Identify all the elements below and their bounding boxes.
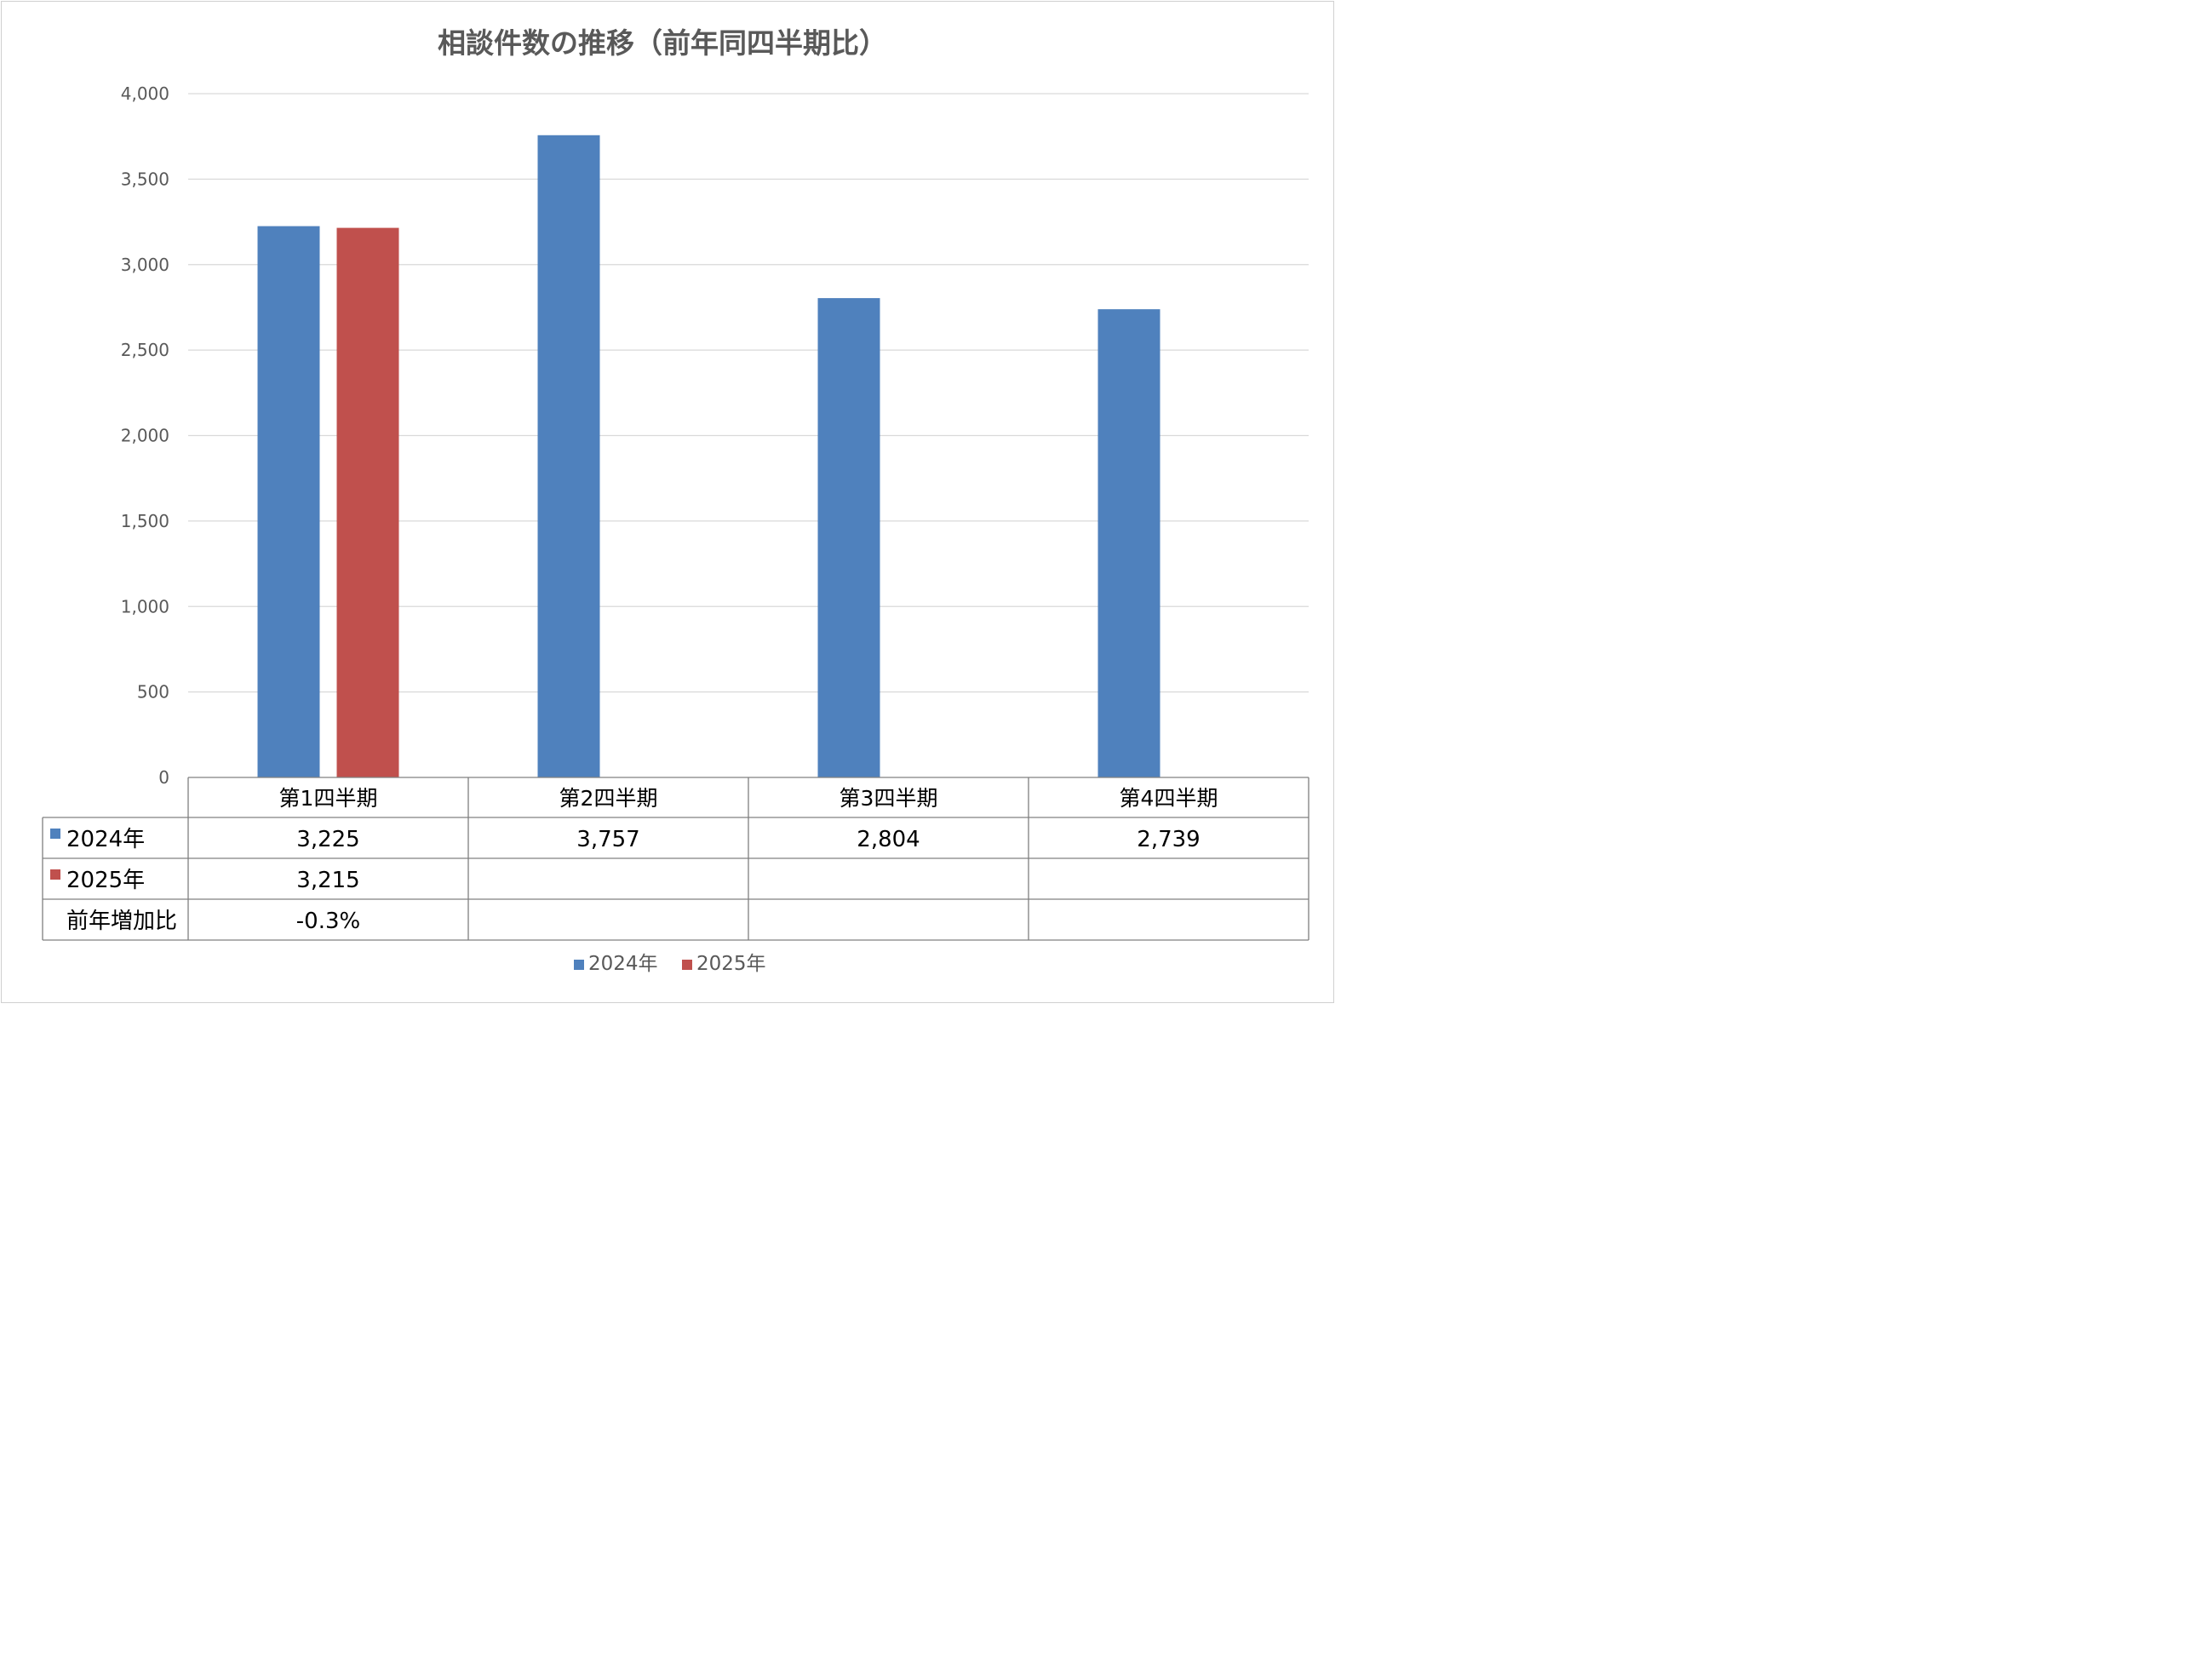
- y-tick-label: 3,500: [121, 169, 169, 189]
- table-cell: 2,739: [1137, 827, 1200, 852]
- bar: [1097, 309, 1160, 777]
- table-cell: -0.3%: [296, 909, 360, 934]
- category-label: 第3四半期: [840, 786, 938, 811]
- category-label: 第1四半期: [279, 786, 378, 811]
- y-tick-label: 4,000: [121, 83, 169, 104]
- legend-label: 2025年: [696, 953, 766, 975]
- table-cell: 3,757: [576, 827, 639, 852]
- y-tick-label: 1,500: [121, 511, 169, 531]
- chart-title: 相談件数の推移（前年同四半期比）: [438, 26, 887, 60]
- table-cell: 2,804: [857, 827, 920, 852]
- y-tick-label: 0: [158, 767, 169, 788]
- chart: 相談件数の推移（前年同四半期比） 0 500 1,000 1,500 2,000 2,50…: [42, 26, 1309, 975]
- legend-label: 2024年: [588, 953, 658, 975]
- y-tick-label: 3,000: [121, 255, 169, 275]
- bars: [257, 135, 1160, 778]
- bar: [817, 298, 880, 777]
- table-cell: 3,215: [296, 868, 359, 893]
- y-tick-label: 2,000: [121, 426, 169, 446]
- y-tick-label: 1,000: [121, 596, 169, 616]
- row-label: 2024年: [66, 827, 145, 852]
- table-cell: 3,225: [296, 827, 359, 852]
- bar: [537, 135, 600, 778]
- row-legend-key: [50, 829, 60, 839]
- y-tick-label: 500: [137, 682, 169, 702]
- bar: [336, 227, 399, 777]
- legend: 2024年 2025年: [574, 953, 766, 975]
- row-label: 2025年: [66, 868, 145, 893]
- row-label: 前年増加比: [66, 909, 177, 934]
- data-table: 第1四半期 第2四半期 第3四半期 第4四半期 2024年 3,225 3,757 2,804…: [42, 777, 1309, 941]
- row-legend-key: [50, 869, 60, 880]
- bar: [257, 226, 320, 777]
- category-label: 第2四半期: [559, 786, 658, 811]
- y-tick-label: 2,500: [121, 340, 169, 360]
- category-label: 第4四半期: [1120, 786, 1218, 811]
- chart-frame: 相談件数の推移（前年同四半期比） 0 500 1,000 1,500 2,000 2,50…: [1, 1, 1334, 1003]
- y-axis: 0 500 1,000 1,500 2,000 2,500 3,000 3,500 4,000: [121, 83, 169, 788]
- legend-key: [574, 960, 584, 970]
- legend-key: [682, 960, 692, 970]
